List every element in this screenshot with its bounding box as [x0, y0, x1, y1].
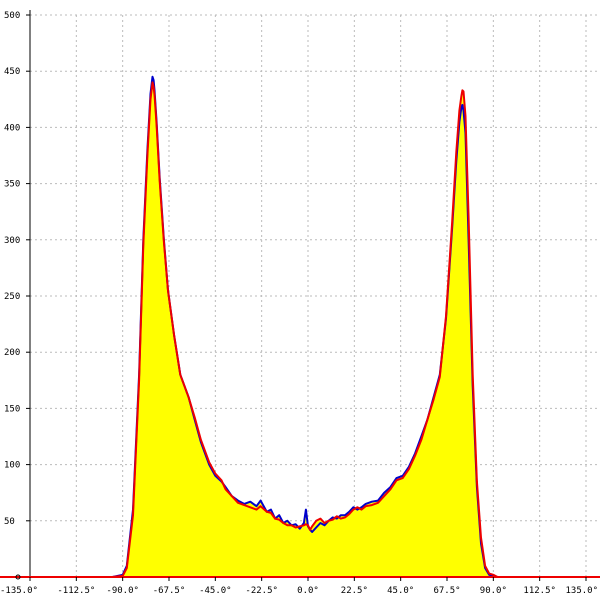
y-tick-label: 500	[4, 11, 20, 21]
y-tick-label: 50	[4, 517, 15, 527]
y-tick-label: 350	[4, 180, 20, 190]
fill-area	[30, 76, 586, 578]
x-tick-label: 45.0°	[387, 586, 414, 596]
x-tick-label: -112.5°	[57, 586, 95, 596]
x-tick-label: -90.0°	[106, 586, 139, 596]
origin-marker	[15, 574, 21, 580]
x-tick-label: 22.5°	[341, 586, 368, 596]
x-tick-label: 90.0°	[480, 586, 507, 596]
x-tick-label: -67.5°	[153, 586, 186, 596]
x-tick-label: 135.0°	[565, 586, 598, 596]
grid	[30, 14, 600, 577]
axes	[0, 10, 600, 581]
x-tick-label: 112.5°	[523, 586, 556, 596]
x-tick-label: 67.5°	[433, 586, 460, 596]
x-tick-label: -22.5°	[245, 586, 278, 596]
y-tick-label: 300	[4, 236, 20, 246]
y-tick-label: 150	[4, 404, 20, 414]
x-tick-label: -45.0°	[199, 586, 232, 596]
series-lines	[30, 75, 586, 578]
y-tick-label: 200	[4, 348, 20, 358]
series-line-2	[30, 81, 586, 578]
x-tick-label: -135.0°	[0, 586, 38, 596]
y-tick-label: 400	[4, 123, 20, 133]
tick-labels: 50 100 150 200 250 300 350 400 450 500 -135.0° -112…	[0, 11, 598, 596]
x-tick-label: 0.0°	[297, 586, 319, 596]
y-tick-label: 450	[4, 67, 20, 77]
y-tick-label: 250	[4, 292, 20, 302]
y-tick-label: 100	[4, 461, 20, 471]
histogram-fill	[30, 76, 586, 578]
